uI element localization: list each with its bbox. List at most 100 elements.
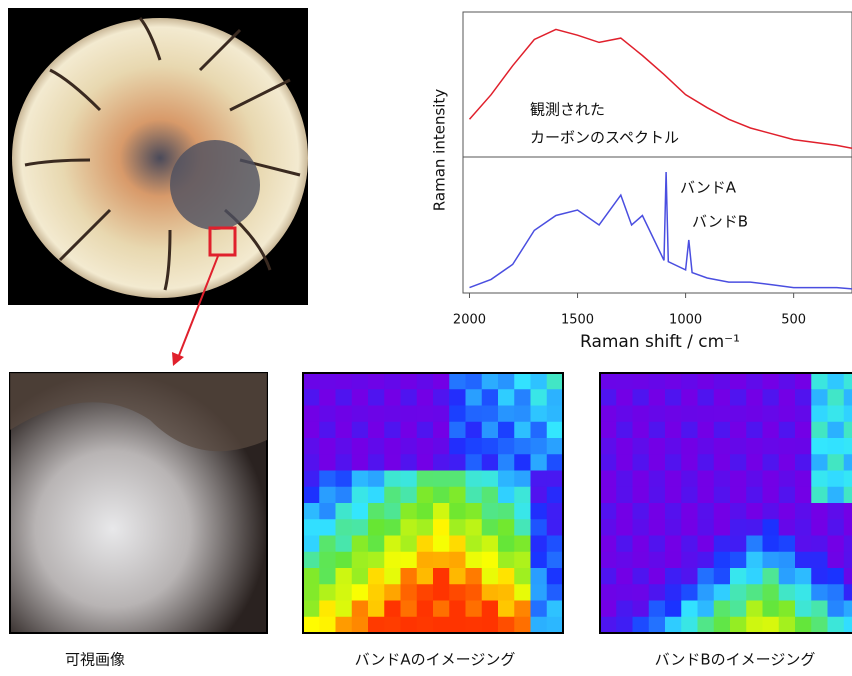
heatmap-cell xyxy=(698,617,715,634)
heatmap-cell xyxy=(401,389,418,406)
heatmap-cell xyxy=(844,503,852,520)
heatmap-cell xyxy=(401,438,418,455)
heatmap-cell xyxy=(698,438,715,455)
heatmap-cell xyxy=(514,503,531,520)
heatmap-cell xyxy=(368,617,385,634)
heatmap-cell xyxy=(303,568,320,585)
heatmap-cell xyxy=(681,454,698,471)
heatmap-cell xyxy=(531,487,548,504)
heatmap-cell xyxy=(514,584,531,601)
heatmap-cell xyxy=(746,568,763,585)
heatmap-cell xyxy=(531,601,548,618)
heatmap-cell xyxy=(844,617,852,634)
heatmap-cell xyxy=(730,389,747,406)
heatmap-cell xyxy=(633,389,650,406)
heatmap-cell xyxy=(433,552,450,569)
heatmap-cell xyxy=(763,471,780,488)
heatmap-cell xyxy=(368,568,385,585)
heatmap-cell xyxy=(730,503,747,520)
heatmap-cell xyxy=(649,584,666,601)
heatmap-cell xyxy=(384,617,401,634)
heatmap-cell xyxy=(417,503,434,520)
heatmap-cell xyxy=(336,487,353,504)
heatmap-cell xyxy=(681,487,698,504)
heatmap-cell xyxy=(665,487,682,504)
heatmap-cell xyxy=(746,406,763,423)
heatmap-cell xyxy=(303,519,320,536)
heatmap-cell xyxy=(498,487,515,504)
heatmap-cell xyxy=(449,454,466,471)
heatmap-cell xyxy=(730,438,747,455)
heatmap-cell xyxy=(714,454,731,471)
heatmap-cell xyxy=(352,454,369,471)
heatmap-cell xyxy=(616,503,633,520)
heatmap-cell xyxy=(498,438,515,455)
heatmap-cell xyxy=(616,536,633,553)
heatmap-cell xyxy=(600,536,617,553)
heatmap-cell xyxy=(482,422,499,439)
heatmap-cell xyxy=(336,519,353,536)
heatmap-cell xyxy=(795,454,812,471)
heatmap-cell xyxy=(319,519,336,536)
heatmap-cell xyxy=(795,438,812,455)
heatmap-cell xyxy=(633,503,650,520)
heatmap-cell xyxy=(600,519,617,536)
heatmap-cell xyxy=(649,389,666,406)
heatmap-cell xyxy=(368,389,385,406)
heatmap-cell xyxy=(336,552,353,569)
heatmap-cell xyxy=(730,552,747,569)
heatmap-cell xyxy=(449,552,466,569)
heatmap-cell xyxy=(600,503,617,520)
heatmap-cell xyxy=(698,487,715,504)
heatmap-cell xyxy=(449,503,466,520)
heatmap-cell xyxy=(795,406,812,423)
x-tick-label: 500 xyxy=(781,313,806,328)
heatmap-cell xyxy=(828,617,845,634)
heatmap-cell xyxy=(714,438,731,455)
heatmap-cell xyxy=(352,536,369,553)
heatmap-cell xyxy=(352,519,369,536)
heatmap-cell xyxy=(466,487,483,504)
heatmap-cell xyxy=(665,617,682,634)
heatmap-cell xyxy=(844,454,852,471)
heatmap-cell xyxy=(482,519,499,536)
heatmap-cell xyxy=(417,568,434,585)
heatmap-cell xyxy=(498,422,515,439)
heatmap-cell xyxy=(514,487,531,504)
heatmap-cell xyxy=(433,519,450,536)
annotation: バンドA xyxy=(680,179,737,197)
heatmap-cell xyxy=(730,422,747,439)
heatmap-cell xyxy=(600,471,617,488)
heatmap-cell xyxy=(616,438,633,455)
heatmap-cell xyxy=(665,471,682,488)
heatmap-cell xyxy=(514,536,531,553)
heatmap-cell xyxy=(698,503,715,520)
heatmap-cell xyxy=(714,568,731,585)
heatmap-cell xyxy=(433,422,450,439)
heatmap-cell xyxy=(763,487,780,504)
heatmap-cell xyxy=(417,584,434,601)
heatmap-cell xyxy=(449,536,466,553)
heatmap-cell xyxy=(514,389,531,406)
heatmap-cell xyxy=(633,519,650,536)
heatmap-cell xyxy=(730,487,747,504)
heatmap-cell xyxy=(665,422,682,439)
heatmap-cell xyxy=(795,584,812,601)
heatmap-cell xyxy=(681,373,698,390)
heatmap-cell xyxy=(352,584,369,601)
heatmap-cell xyxy=(384,503,401,520)
heatmap-cell xyxy=(433,406,450,423)
heatmap-cell xyxy=(730,584,747,601)
heatmap-cell xyxy=(616,471,633,488)
heatmap-cell xyxy=(714,389,731,406)
heatmap-cell xyxy=(633,422,650,439)
heatmap-cell xyxy=(616,454,633,471)
heatmap-cell xyxy=(600,584,617,601)
heatmap-cell xyxy=(531,536,548,553)
heatmap-cell xyxy=(547,487,564,504)
heatmap-cell xyxy=(779,389,796,406)
heatmap-cell xyxy=(633,601,650,618)
heatmap-cell xyxy=(649,601,666,618)
heatmap-cell xyxy=(433,601,450,618)
caption: 可視画像 xyxy=(65,651,125,669)
